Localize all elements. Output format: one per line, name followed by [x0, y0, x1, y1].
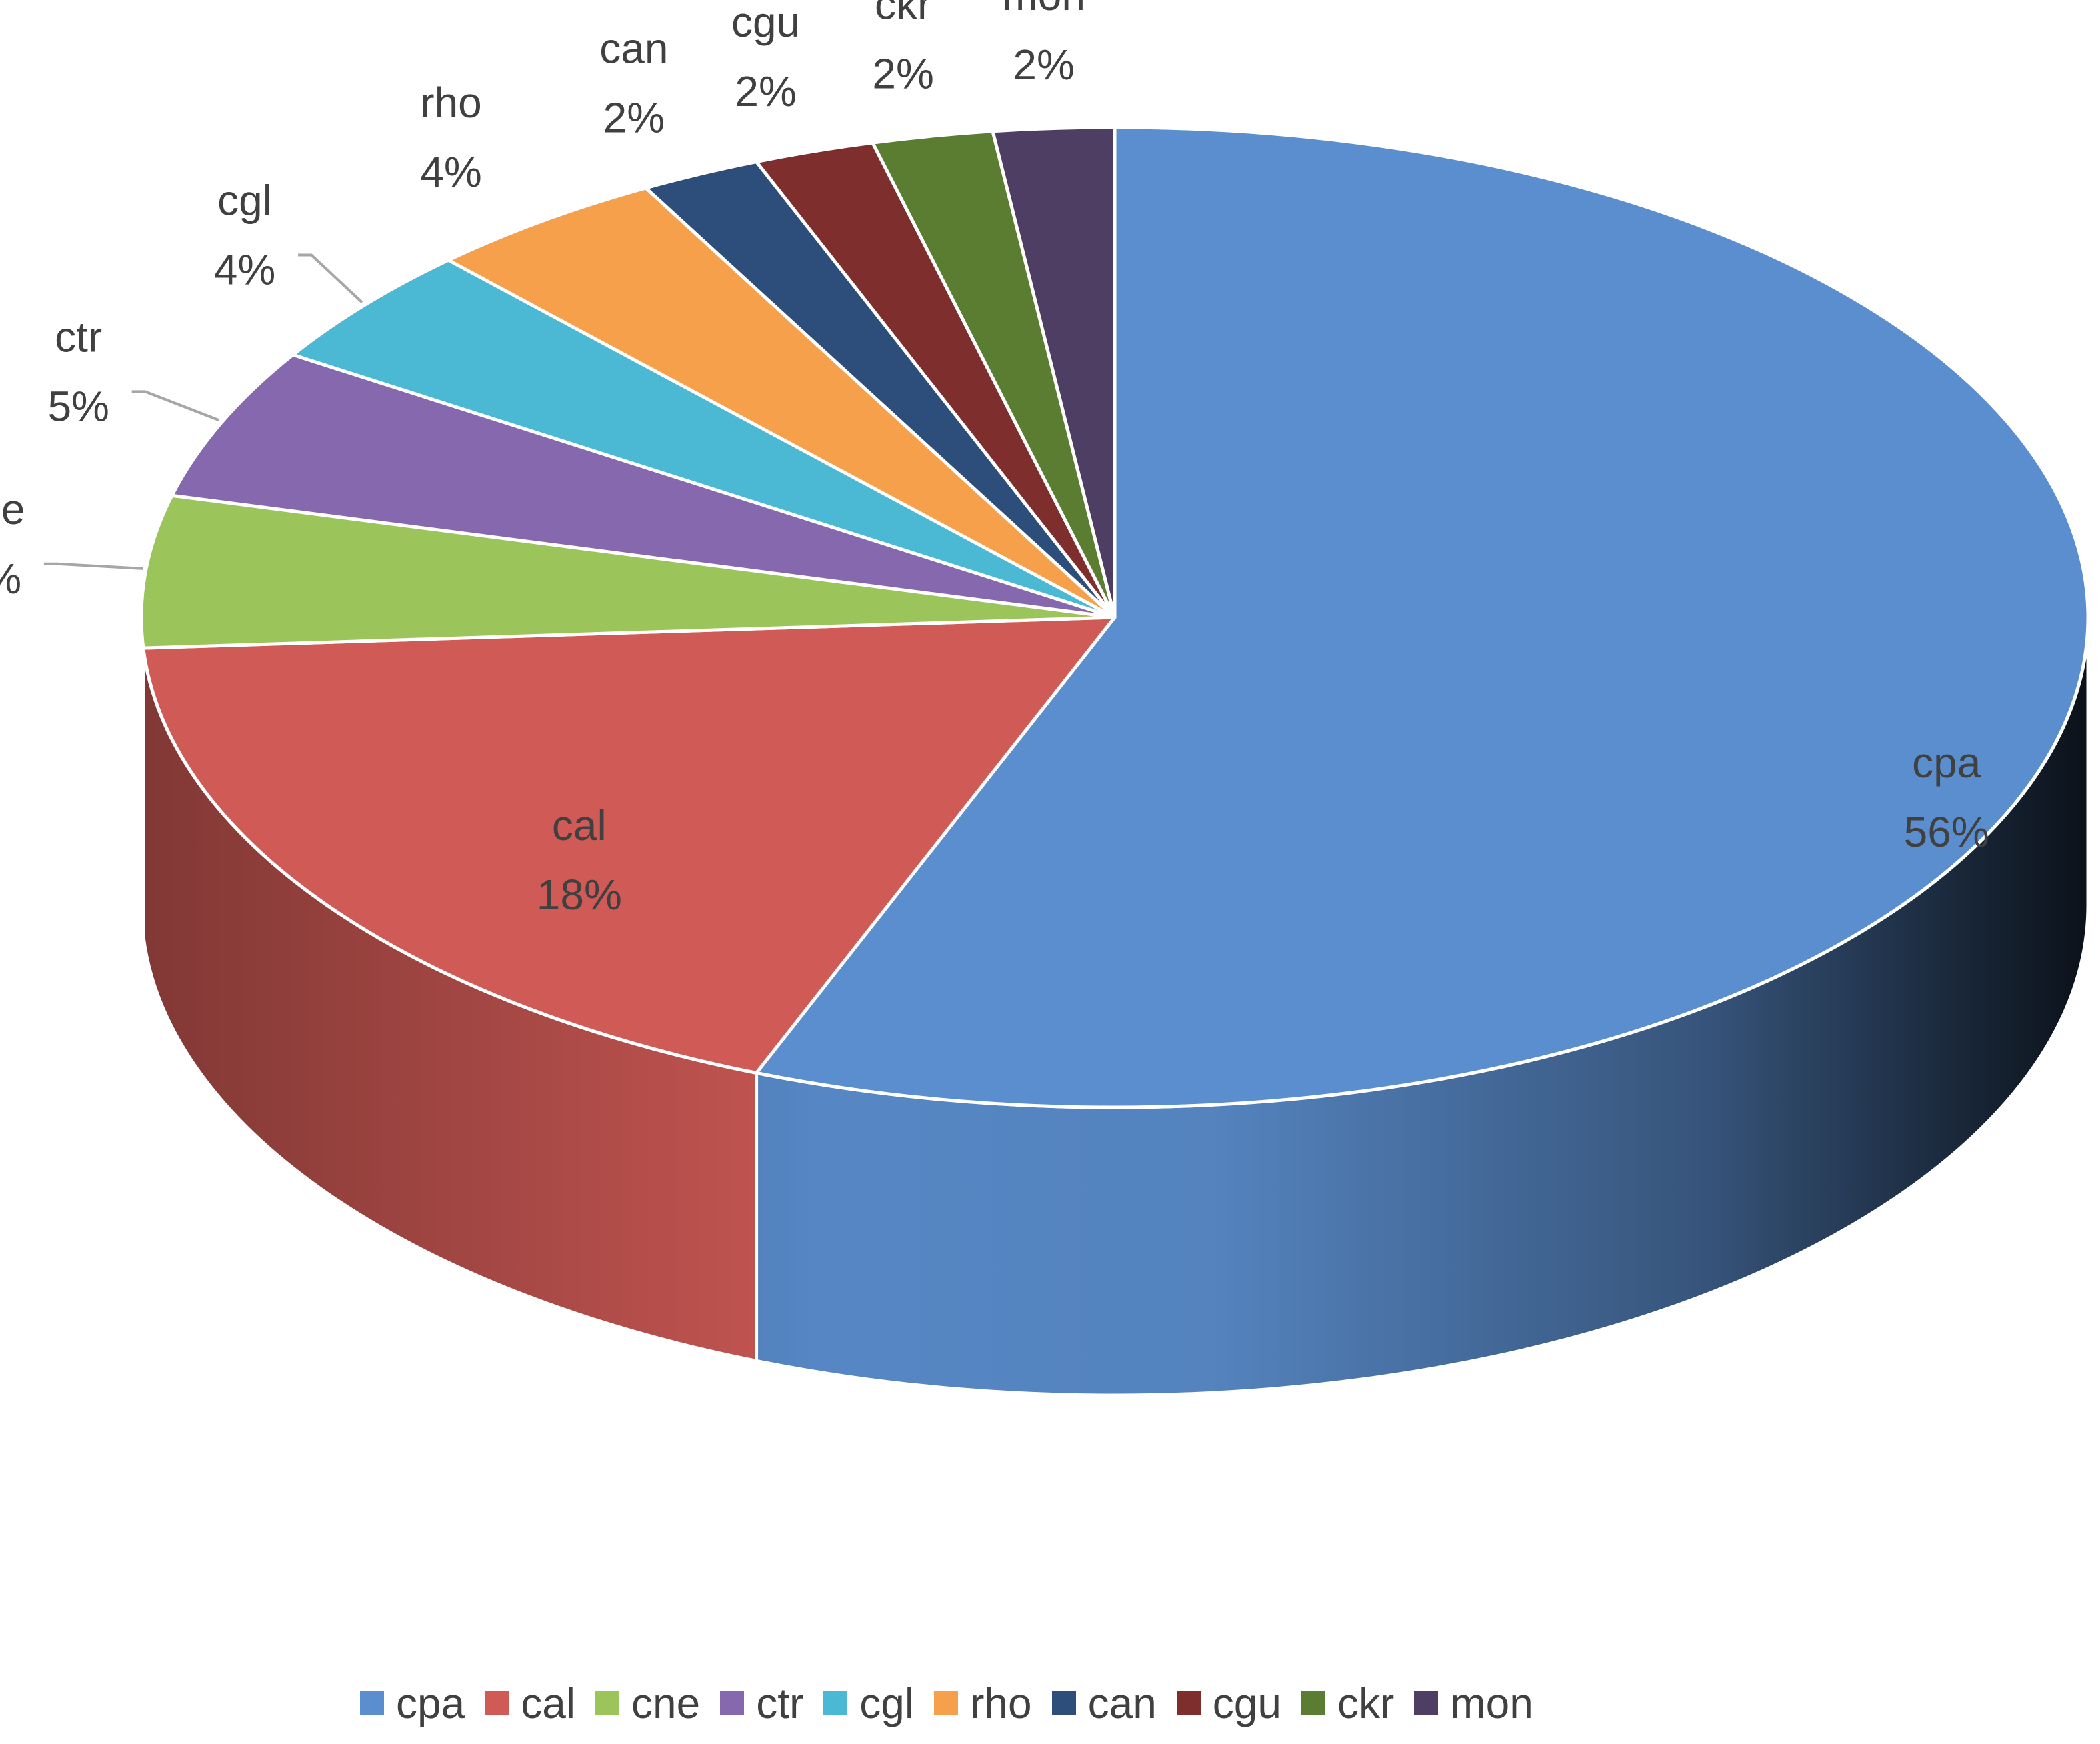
pie-slice-mon: [991, 125, 1117, 619]
data-label-name-can: can: [599, 25, 668, 73]
legend-item-cne: cne: [595, 1679, 700, 1728]
legend-swatch-cpa: [360, 1691, 384, 1715]
legend-label-cgu: cgu: [1212, 1679, 1281, 1727]
leader-lines: [43, 253, 363, 570]
legend-item-cgu: cgu: [1176, 1679, 1281, 1728]
legend-label-can: can: [1087, 1679, 1157, 1727]
legend-swatch-cal: [485, 1691, 509, 1715]
data-label-value-cgl: 4%: [214, 246, 276, 294]
data-label-name-cal: cal: [552, 801, 607, 849]
legend-item-cpa: cpa: [360, 1679, 465, 1728]
data-label-name-mon: mon: [1002, 0, 1085, 19]
legend-item-cgl: cgl: [823, 1679, 914, 1728]
pie-side-cne: [139, 617, 145, 937]
legend-swatch-mon: [1414, 1691, 1439, 1715]
data-label-value-cpa: 56%: [1904, 808, 1989, 856]
legend-label-cne: cne: [631, 1679, 701, 1727]
legend-swatch-cne: [595, 1691, 619, 1715]
leader-line-cgl: [298, 253, 363, 303]
data-label-name-ctr: ctr: [55, 313, 102, 361]
legend-label-rho: rho: [970, 1679, 1032, 1727]
pie-slice-cpa: [755, 125, 2090, 1109]
data-label-name-cpa: cpa: [1912, 739, 1981, 787]
legend-swatch-rho: [934, 1691, 959, 1715]
data-label-name-cgu: cgu: [731, 0, 800, 46]
pie-slice-cne: [139, 493, 1117, 650]
pie-slice-cal: [141, 615, 1117, 1075]
data-label-value-can: 2%: [603, 94, 665, 142]
data-label-value-mon: 2%: [1013, 41, 1075, 89]
legend-item-rho: rho: [934, 1679, 1032, 1728]
legend-item-mon: mon: [1414, 1679, 1533, 1728]
legend-swatch-cgl: [823, 1691, 848, 1715]
data-label-value-ckr: 2%: [872, 50, 934, 98]
data-label-value-cne: 5%: [0, 555, 21, 603]
legend-swatch-can: [1051, 1691, 1076, 1715]
pie-slice-cgl: [291, 258, 1117, 619]
data-labels: cpa 56% cal 18% cne 5% ctr 5% cgl 4% rho 4% can 2% cgu…: [0, 0, 1989, 919]
legend-label-ctr: ctr: [756, 1679, 804, 1727]
data-label-value-ctr: 5%: [47, 382, 109, 430]
legend-item-ckr: ckr: [1301, 1679, 1394, 1728]
data-label-value-cgu: 2%: [735, 67, 797, 115]
legend-label-cal: cal: [521, 1679, 575, 1727]
legend-item-ctr: ctr: [720, 1679, 803, 1728]
data-label-name-cne: cne: [0, 485, 25, 533]
pie-top: [139, 125, 2090, 1109]
legend-label-cpa: cpa: [396, 1679, 465, 1727]
legend-swatch-ctr: [720, 1691, 745, 1715]
legend-swatch-cgu: [1176, 1691, 1201, 1715]
chart-legend: cpa cal cne ctr cgl rho can cgu ckr mon: [360, 1673, 1893, 1733]
data-label-value-cal: 18%: [537, 871, 622, 919]
data-label-name-cgl: cgl: [217, 177, 272, 225]
legend-item-can: can: [1051, 1679, 1157, 1728]
data-label-value-rho: 4%: [420, 148, 482, 196]
leader-line-cne: [43, 562, 143, 570]
data-label-name-ckr: ckr: [875, 0, 931, 29]
legend-label-ckr: ckr: [1337, 1679, 1395, 1727]
data-label-name-rho: rho: [420, 79, 482, 127]
pie-slice-ctr: [170, 353, 1117, 619]
leader-line-ctr: [131, 390, 219, 421]
legend-label-cgl: cgl: [859, 1679, 915, 1727]
legend-swatch-ckr: [1301, 1691, 1325, 1715]
legend-item-cal: cal: [485, 1679, 575, 1728]
pie-slice-rho: [447, 186, 1117, 619]
legend-label-mon: mon: [1450, 1679, 1533, 1727]
